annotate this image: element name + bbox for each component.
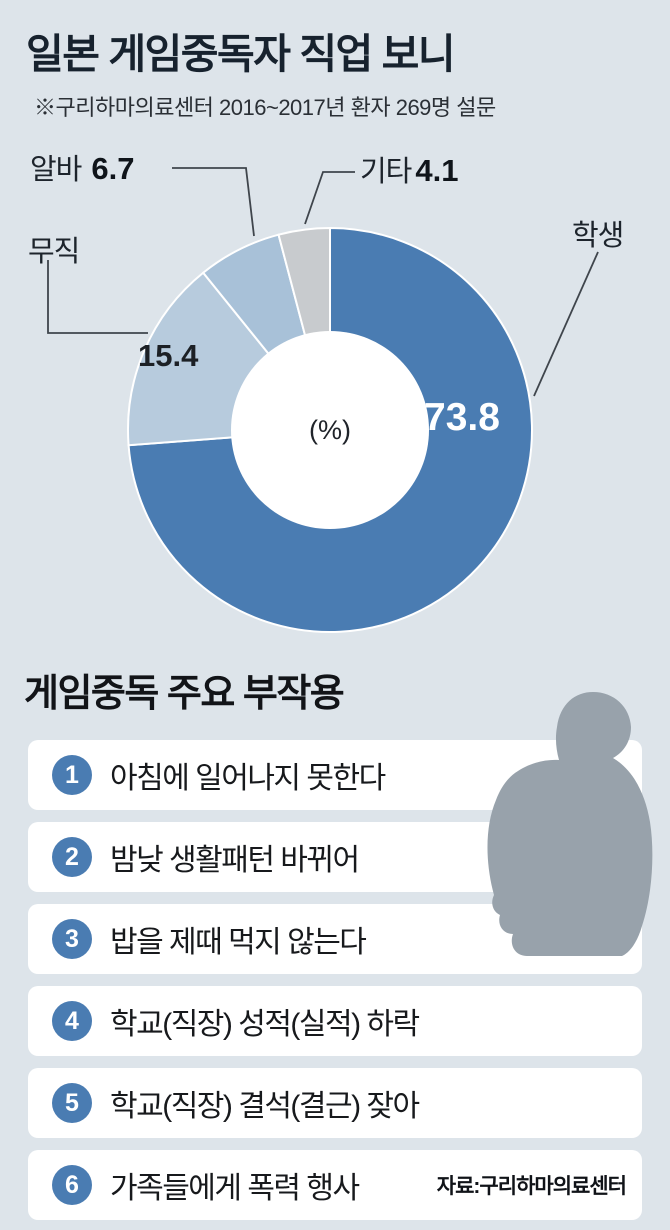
item-text: 가족들에게 폭력 행사 [110, 1172, 360, 1205]
donut-hole [231, 331, 429, 529]
page-title: 일본 게임중독자 직업 보니 [26, 31, 456, 77]
donut-chart-svg [127, 226, 533, 633]
slice-value-gita: 4.1 [415, 153, 459, 188]
item-text: 학교(직장) 성적(실적) 하락 [110, 1008, 420, 1041]
silhouette-shape [487, 692, 653, 956]
callout-gita: 기타 4.1 [360, 148, 458, 190]
list-item: 4 학교(직장) 성적(실적) 하락 [28, 986, 642, 1056]
slice-value-haksaeng: 73.8 [424, 396, 500, 439]
item-number-badge: 4 [52, 1001, 92, 1041]
slice-value-mujik: 15.4 [138, 338, 199, 373]
item-number-badge: 1 [52, 755, 92, 795]
slice-label-alba: 알바 [30, 154, 82, 186]
item-number-badge: 2 [52, 837, 92, 877]
callout-alba: 알바 6.7 [30, 146, 134, 188]
crouching-person-silhouette [487, 692, 653, 956]
data-source: 자료:구리하마의료센터 [436, 1175, 627, 1198]
item-number-badge: 3 [52, 919, 92, 959]
slice-value-alba: 6.7 [91, 151, 135, 186]
leader-line-gita [304, 171, 355, 225]
leader-line-haksaeng [533, 251, 599, 397]
list-item: 6 가족들에게 폭력 행사 자료:구리하마의료센터 [28, 1150, 642, 1220]
slice-label-gita: 기타 [360, 156, 412, 188]
slice-label-mujik: 무직 [28, 236, 80, 268]
item-text: 아침에 일어나지 못한다 [110, 762, 386, 795]
slice-label-haksaeng: 학생 [572, 220, 624, 252]
item-number-badge: 6 [52, 1165, 92, 1205]
item-text: 밤낮 생활패턴 바뀌어 [110, 844, 360, 877]
item-number-badge: 5 [52, 1083, 92, 1123]
section-title-side-effects: 게임중독 주요 부작용 [24, 673, 345, 715]
item-text: 학교(직장) 결석(결근) 잦아 [110, 1090, 420, 1123]
list-item: 5 학교(직장) 결석(결근) 잦아 [28, 1068, 642, 1138]
survey-note: ※구리하마의료센터 2016~2017년 환자 269명 설문 [34, 95, 496, 120]
item-text: 밥을 제때 먹지 않는다 [110, 926, 367, 959]
